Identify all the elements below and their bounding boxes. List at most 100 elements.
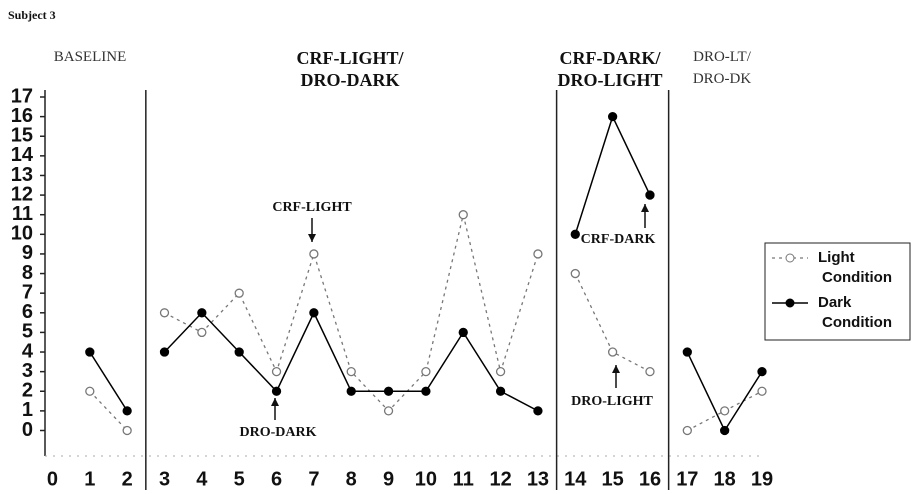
y-tick-label: 15 xyxy=(11,125,33,147)
data-point xyxy=(607,347,618,357)
y-tick-label: 0 xyxy=(22,419,33,441)
data-point xyxy=(383,386,394,396)
y-tick-label: 3 xyxy=(22,360,33,382)
data-point xyxy=(159,308,170,318)
phase-label: BASELINE xyxy=(54,49,127,65)
data-point xyxy=(159,347,170,357)
data-point xyxy=(757,366,767,377)
y-tick-label: 6 xyxy=(22,301,33,323)
data-point xyxy=(309,308,319,318)
data-point xyxy=(682,347,692,357)
arrow-head xyxy=(308,234,316,242)
data-point xyxy=(757,386,767,396)
y-tick-label: 7 xyxy=(22,281,33,303)
series-line xyxy=(164,214,539,412)
data-point xyxy=(122,406,132,416)
y-tick-label: 12 xyxy=(11,183,33,205)
data-point xyxy=(533,249,543,259)
x-tick-label: 0 xyxy=(47,468,58,490)
data-point xyxy=(85,386,95,396)
y-tick-label: 13 xyxy=(11,164,33,186)
y-tick-label: 1 xyxy=(22,399,33,421)
x-tick-label: 18 xyxy=(714,468,736,490)
x-tick-label: 13 xyxy=(527,468,549,490)
chart-title: Subject 3 xyxy=(8,8,56,22)
annotation: DRO-LIGHT xyxy=(571,394,653,409)
data-point xyxy=(720,425,730,436)
y-tick-label: 8 xyxy=(22,262,33,284)
data-point xyxy=(234,347,244,357)
series-line xyxy=(163,311,539,412)
x-tick-label: 5 xyxy=(234,468,245,490)
legend-marker xyxy=(785,253,795,263)
legend-label: Light Condition xyxy=(818,249,892,286)
x-tick-label: 9 xyxy=(383,468,394,490)
x-tick-label: 4 xyxy=(196,468,208,490)
annotation: CRF-DARK xyxy=(581,232,656,247)
data-point xyxy=(197,308,207,318)
series-line xyxy=(686,351,763,433)
legend-label: Dark Condition xyxy=(818,294,892,331)
y-tick-label: 2 xyxy=(22,380,33,402)
data-point xyxy=(421,386,431,396)
data-point xyxy=(645,366,655,377)
x-tick-label: 11 xyxy=(453,468,474,490)
x-tick-label: 2 xyxy=(122,468,133,490)
x-tick-label: 14 xyxy=(564,468,587,490)
x-tick-label: 19 xyxy=(751,468,773,490)
x-tick-label: 6 xyxy=(271,468,282,490)
data-point xyxy=(346,366,356,377)
data-point xyxy=(122,425,132,436)
series-line xyxy=(89,351,128,412)
y-tick-label: 5 xyxy=(22,321,33,343)
arrow-head xyxy=(612,365,620,373)
y-tick-label: 14 xyxy=(11,144,34,166)
y-tick-label: 11 xyxy=(12,203,33,225)
series-line xyxy=(89,390,128,431)
y-tick-label: 16 xyxy=(11,105,33,127)
phase-label: CRF-LIGHT/DRO-DARK xyxy=(296,48,404,90)
data-point xyxy=(234,288,244,298)
data-point xyxy=(607,111,618,122)
phase-label: DRO-LT/DRO-DK xyxy=(693,49,752,87)
x-tick-label: 17 xyxy=(676,468,698,490)
data-point xyxy=(682,425,692,436)
data-point xyxy=(383,406,394,416)
data-point xyxy=(309,249,319,259)
series-line xyxy=(574,273,651,373)
data-point xyxy=(85,347,95,357)
y-tick-label: 4 xyxy=(22,340,34,362)
annotation: CRF-LIGHT xyxy=(272,200,352,215)
legend-marker xyxy=(785,298,795,308)
data-point xyxy=(645,190,655,200)
y-tick-label: 10 xyxy=(11,223,33,245)
y-tick-label: 9 xyxy=(22,242,33,264)
x-tick-label: 16 xyxy=(639,468,661,490)
data-point xyxy=(197,327,207,338)
data-point xyxy=(458,210,468,220)
x-tick-label: 12 xyxy=(489,468,511,490)
data-point xyxy=(533,406,543,416)
annotation: DRO-DARK xyxy=(240,425,317,440)
x-tick-label: 15 xyxy=(602,468,624,490)
data-point xyxy=(570,229,580,239)
data-point xyxy=(570,268,580,279)
x-tick-label: 10 xyxy=(415,468,437,490)
data-point xyxy=(271,386,282,396)
x-tick-label: 1 xyxy=(84,468,95,490)
data-point xyxy=(495,366,506,377)
y-tick-label: 17 xyxy=(11,85,33,107)
data-point xyxy=(720,406,730,416)
x-tick-label: 7 xyxy=(308,468,319,490)
arrow-head xyxy=(271,398,279,406)
phase-label: CRF-DARK/DRO-LIGHT xyxy=(557,48,662,90)
x-tick-label: 8 xyxy=(346,468,357,490)
arrow-head xyxy=(641,204,649,212)
data-point xyxy=(458,327,468,338)
data-point xyxy=(271,366,282,377)
data-point xyxy=(346,386,356,396)
data-point xyxy=(421,366,431,377)
data-point xyxy=(495,386,506,396)
series-line xyxy=(574,114,651,235)
